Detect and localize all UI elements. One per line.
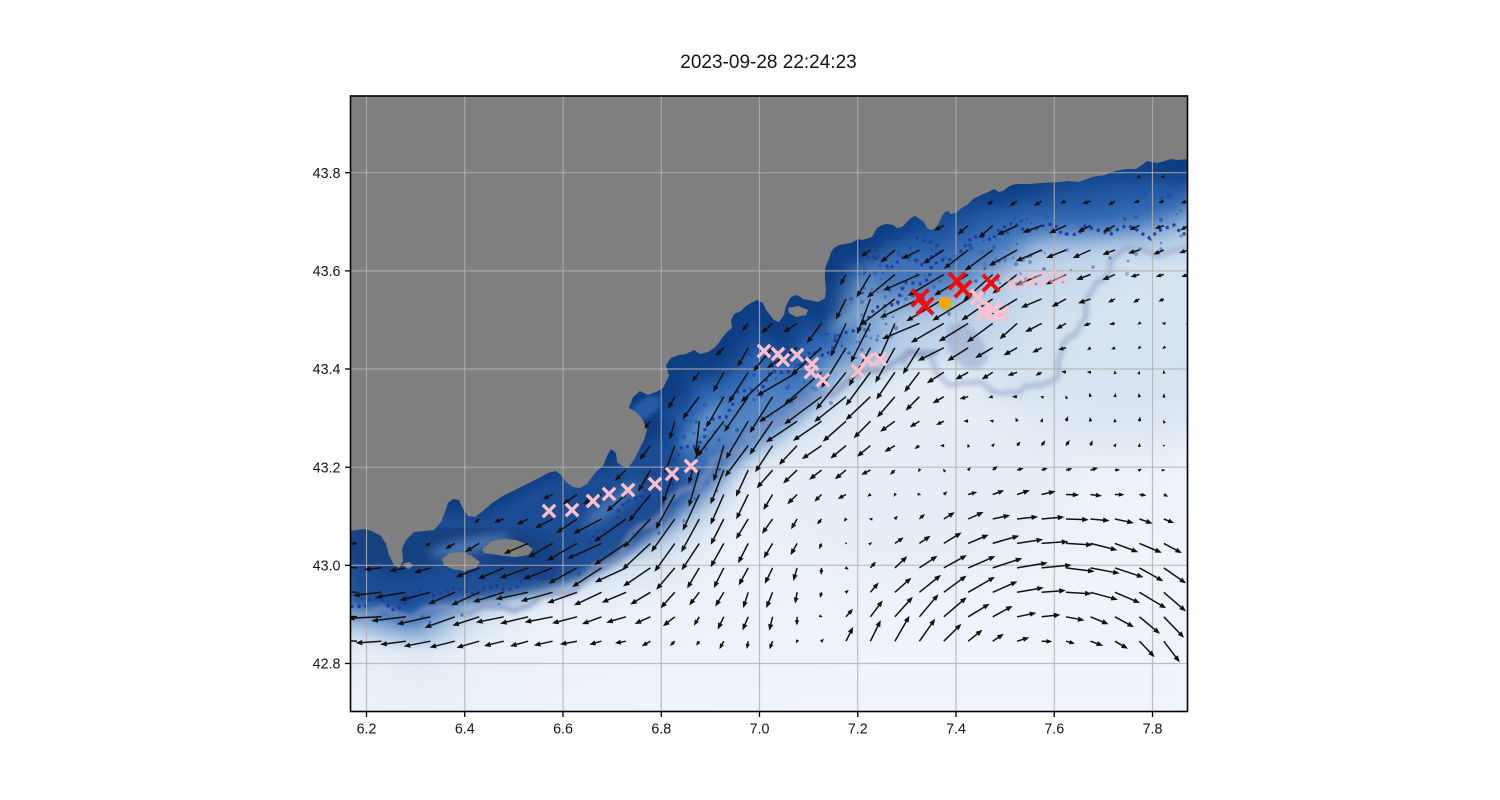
svg-text:7.0: 7.0 (750, 722, 770, 738)
svg-text:43.2: 43.2 (313, 460, 341, 476)
svg-text:43.0: 43.0 (313, 558, 341, 574)
svg-text:43.8: 43.8 (313, 166, 341, 182)
svg-text:6.2: 6.2 (357, 722, 377, 738)
svg-text:6.6: 6.6 (553, 722, 573, 738)
svg-text:42.8: 42.8 (313, 657, 341, 673)
svg-text:7.2: 7.2 (848, 722, 868, 738)
svg-text:43.6: 43.6 (313, 264, 341, 280)
svg-text:2023-09-28 22:24:23: 2023-09-28 22:24:23 (680, 52, 856, 73)
svg-text:7.6: 7.6 (1044, 722, 1064, 738)
svg-text:7.4: 7.4 (946, 722, 966, 738)
svg-text:6.8: 6.8 (651, 722, 671, 738)
svg-text:6.4: 6.4 (455, 722, 475, 738)
svg-text:7.8: 7.8 (1143, 722, 1163, 738)
svg-text:43.4: 43.4 (313, 362, 341, 378)
